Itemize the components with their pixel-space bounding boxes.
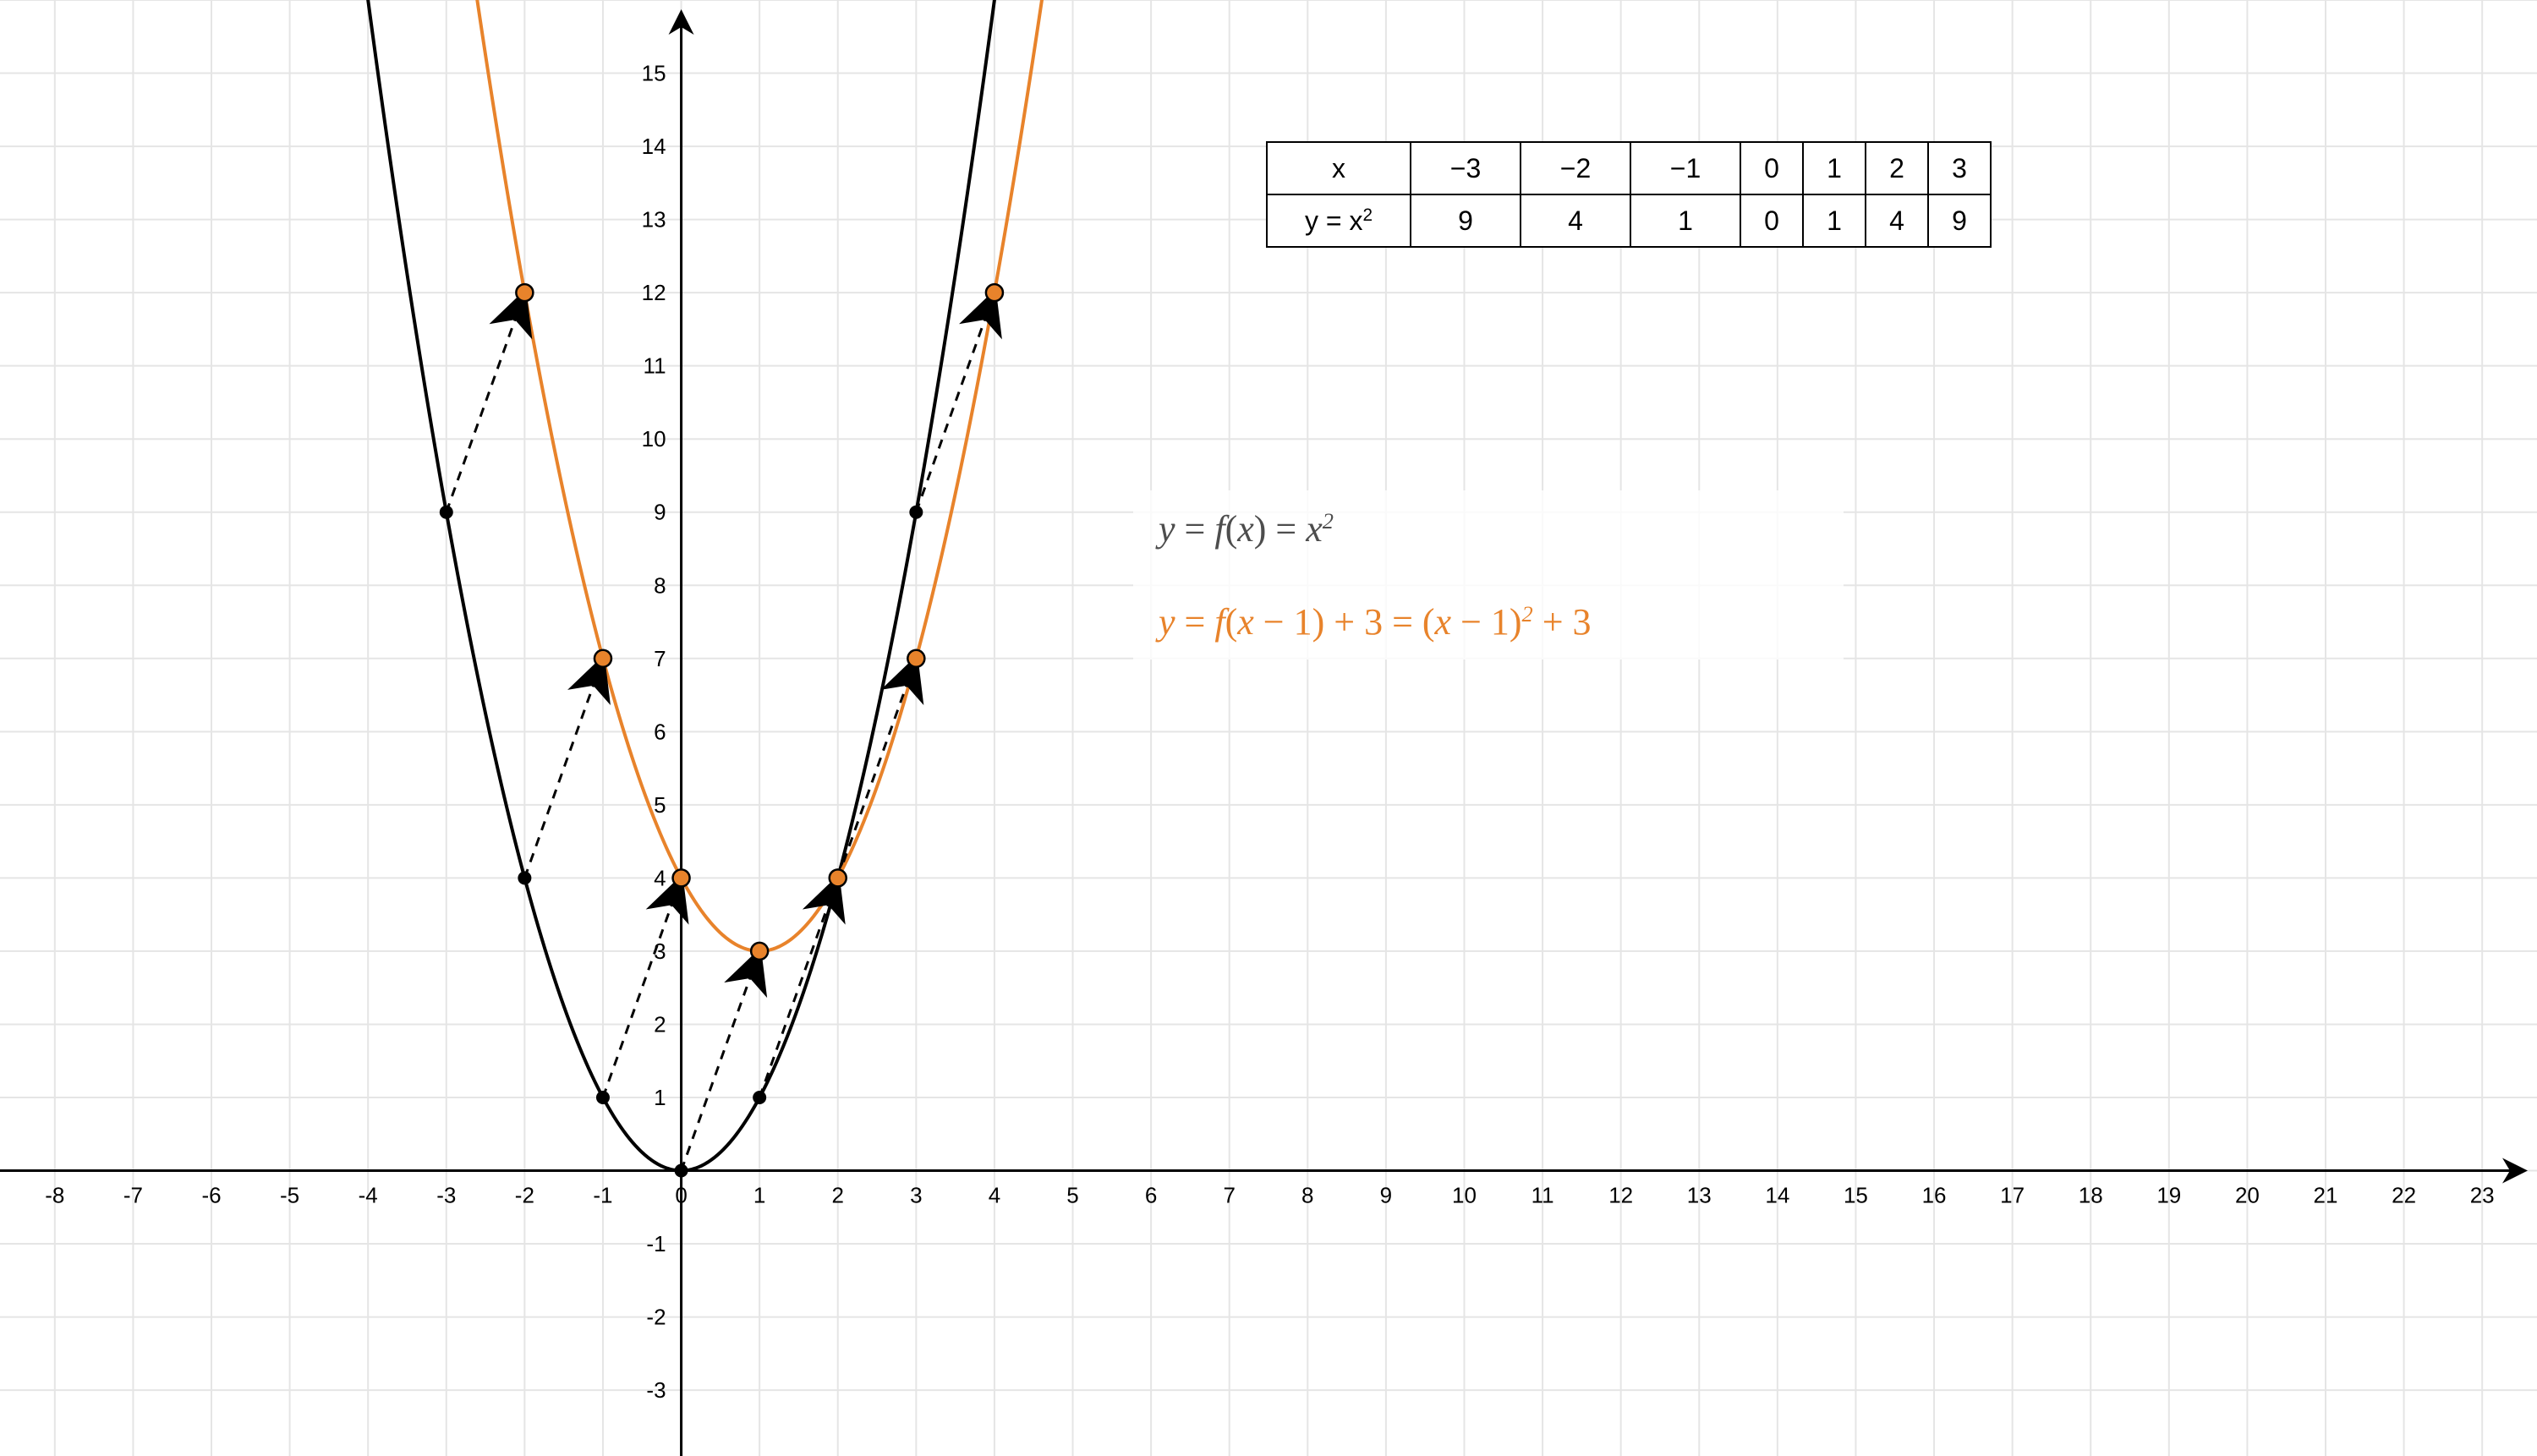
transform-arrow xyxy=(759,895,831,1097)
y-tick-label: 5 xyxy=(654,792,666,818)
table-cell: 1 xyxy=(1678,205,1693,236)
legend: y = f(x) = x2y = f(x − 1) + 3 = (x − 1)2… xyxy=(1133,490,1844,660)
x-tick-label: -2 xyxy=(515,1183,534,1208)
x-tick-label: 19 xyxy=(2156,1183,2181,1208)
y-tick-label: 12 xyxy=(642,280,666,305)
y-tick-label: -3 xyxy=(646,1377,666,1403)
y-tick-label: 11 xyxy=(644,353,666,379)
y-tick-label: 7 xyxy=(654,646,666,671)
x-tick-label: -8 xyxy=(45,1183,64,1208)
y-tick-label: 13 xyxy=(642,207,666,233)
x-tick-label: 4 xyxy=(989,1183,1000,1208)
x-tick-label: 6 xyxy=(1145,1183,1157,1208)
y-tick-label: -2 xyxy=(646,1305,666,1330)
x-tick-label: 10 xyxy=(1452,1183,1477,1208)
transform-arrow xyxy=(524,676,596,879)
table-cell: 3 xyxy=(1952,153,1967,183)
x-tick-label: 3 xyxy=(910,1183,922,1208)
x-tick-label: 13 xyxy=(1687,1183,1712,1208)
point-g xyxy=(907,650,924,667)
table-cell: −1 xyxy=(1670,153,1701,183)
x-tick-label: -7 xyxy=(123,1183,143,1208)
table-cell: 0 xyxy=(1764,205,1779,236)
y-tick-label: 15 xyxy=(642,61,666,86)
point-g xyxy=(595,650,611,667)
x-tick-label: 17 xyxy=(2000,1183,2025,1208)
table-cell: 9 xyxy=(1952,205,1967,236)
transform-arrow xyxy=(838,676,910,879)
transform-arrow xyxy=(916,310,988,512)
x-tick-label: 9 xyxy=(1380,1183,1392,1208)
point-g xyxy=(673,869,690,886)
legend-f: y = f(x) = x2 xyxy=(1155,508,1334,550)
y-tick-label: 4 xyxy=(654,865,666,890)
x-tick-label: 21 xyxy=(2314,1183,2338,1208)
point-f xyxy=(440,506,453,519)
x-tick-label: -3 xyxy=(436,1183,456,1208)
point-g xyxy=(830,869,847,886)
x-tick-label: 7 xyxy=(1223,1183,1235,1208)
x-tick-label: 1 xyxy=(753,1183,765,1208)
table-cell: −2 xyxy=(1560,153,1591,183)
y-tick-label: -1 xyxy=(646,1231,666,1256)
x-tick-label: -4 xyxy=(359,1183,378,1208)
transform-arrow xyxy=(447,310,518,512)
x-tick-label: 22 xyxy=(2392,1183,2416,1208)
x-tick-label: 2 xyxy=(832,1183,844,1208)
table-cell: −3 xyxy=(1450,153,1481,183)
table-cell: 1 xyxy=(1827,153,1842,183)
point-f xyxy=(753,1091,766,1104)
point-f xyxy=(909,506,923,519)
point-f xyxy=(518,871,531,884)
x-tick-label: 20 xyxy=(2235,1183,2260,1208)
x-tick-label: 8 xyxy=(1301,1183,1313,1208)
axes xyxy=(0,12,2525,1456)
y-tick-label: 9 xyxy=(654,500,666,525)
x-tick-label: -5 xyxy=(280,1183,299,1208)
x-tick-label: 5 xyxy=(1066,1183,1078,1208)
x-tick-label: 12 xyxy=(1608,1183,1633,1208)
table-cell: 0 xyxy=(1764,153,1779,183)
y-tick-label: 8 xyxy=(654,572,666,598)
point-f xyxy=(596,1091,610,1104)
point-f xyxy=(675,1164,688,1178)
table-cell: 1 xyxy=(1827,205,1842,236)
transform-arrow xyxy=(682,969,753,1171)
table-cell: 4 xyxy=(1568,205,1583,236)
x-tick-label: 11 xyxy=(1532,1183,1554,1208)
y-tick-label: 10 xyxy=(642,426,666,452)
y-tick-label: 2 xyxy=(654,1011,666,1037)
x-tick-label: -6 xyxy=(201,1183,221,1208)
value-table: x −3 −2 −1 0 1 2 3 y = x2 9 4 1 0 1 4 9 xyxy=(1267,142,1991,247)
table-cell: x xyxy=(1332,153,1345,183)
table-cell: 2 xyxy=(1889,153,1904,183)
y-tick-label: 6 xyxy=(654,719,666,744)
point-g xyxy=(986,284,1003,301)
x-tick-label: 14 xyxy=(1765,1183,1789,1208)
point-g xyxy=(751,943,768,960)
x-tick-label: 0 xyxy=(675,1183,687,1208)
coordinate-plane: -8-7-6-5-4-3-2-1012345678910111213141516… xyxy=(0,0,2537,1456)
transform-arrow xyxy=(603,895,675,1097)
y-tick-label: 1 xyxy=(654,1085,666,1110)
table-cell: 4 xyxy=(1889,205,1904,236)
y-tick-label: 14 xyxy=(642,134,666,159)
x-tick-label: 16 xyxy=(1922,1183,1947,1208)
table-cell: y = x2 xyxy=(1305,205,1373,237)
x-tick-label: 18 xyxy=(2079,1183,2103,1208)
point-g xyxy=(516,284,533,301)
x-tick-label: 15 xyxy=(1844,1183,1868,1208)
x-tick-label: -1 xyxy=(593,1183,612,1208)
table-cell: 9 xyxy=(1458,205,1473,236)
x-tick-label: 23 xyxy=(2470,1183,2495,1208)
